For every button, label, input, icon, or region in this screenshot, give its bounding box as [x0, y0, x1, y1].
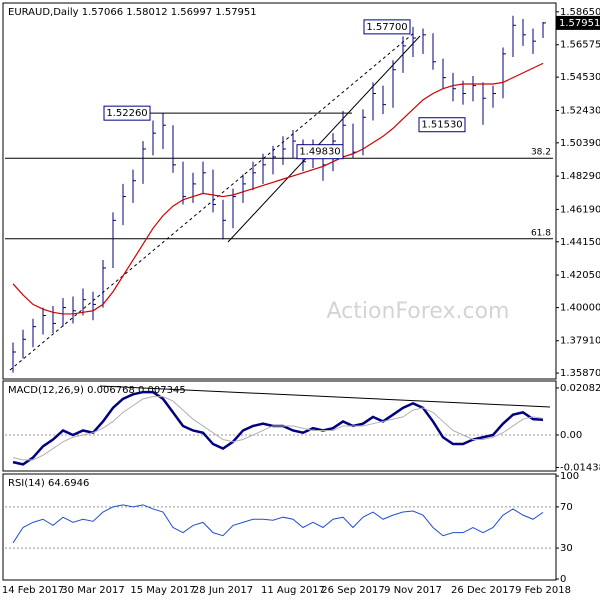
price-callout-label: 1.49830 [299, 147, 340, 158]
y-tick-label: 1.40000 [560, 303, 600, 314]
price-callout [418, 117, 466, 133]
y-tick-label: 100 [560, 471, 579, 482]
price-callout-label: 1.51530 [421, 120, 462, 131]
y-tick-label: 1.52430 [560, 105, 600, 116]
indicator-line [12, 396, 544, 461]
y-tick-label: 1.50390 [560, 138, 600, 149]
watermark: ActionForex.com [327, 299, 510, 324]
y-tick-label: 30 [560, 543, 573, 554]
y-tick-label: 0 [560, 574, 566, 585]
trend-line [9, 31, 416, 371]
y-tick-label: 1.42050 [560, 270, 600, 281]
price-callout-label: 1.57700 [366, 22, 407, 33]
rsi-frame [2, 473, 557, 581]
price-callout [296, 144, 344, 160]
y-tick-label: 1.48290 [560, 171, 600, 182]
x-tick-label: 15 May 2017 [130, 585, 195, 596]
chart-title: EURAUD,Daily 1.57066 1.58012 1.56997 1.5… [8, 7, 257, 18]
indicator-line [12, 504, 544, 544]
x-tick-label: 26 Dec 2017 [451, 585, 515, 596]
y-tick-label: 0.00 [560, 430, 582, 441]
y-tick-label: 1.35870 [560, 368, 600, 379]
y-tick-label: 1.44150 [560, 237, 600, 248]
price-frame [2, 2, 557, 380]
x-tick-label: 26 Sep 2017 [321, 585, 384, 596]
trend-line [227, 35, 421, 243]
y-tick-label: 70 [560, 502, 573, 513]
y-tick-label: 1.54530 [560, 72, 600, 83]
x-tick-label: 30 Mar 2017 [61, 585, 124, 596]
last-price-label: 1.57951 [559, 18, 600, 29]
x-tick-label: 28 Jun 2017 [193, 585, 253, 596]
fib-label: 61.8 [531, 228, 551, 238]
price-callout-label: 1.52260 [106, 108, 147, 119]
price-callout [103, 105, 151, 121]
y-tick-label: 0.020827 [560, 383, 600, 394]
macd-title: MACD(12,26,9) 0.006768 0.007345 [8, 385, 186, 396]
macd-frame [2, 380, 557, 472]
y-tick-label: 1.56575 [560, 40, 600, 51]
x-tick-label: 9 Feb 2018 [515, 585, 571, 596]
moving-average [12, 62, 544, 315]
last-price-box [556, 15, 600, 30]
fib-label: 38.2 [531, 148, 551, 158]
x-tick-label: 14 Feb 2017 [2, 585, 64, 596]
x-tick-label: 9 Nov 2017 [384, 585, 442, 596]
y-tick-label: 1.58650 [560, 7, 600, 18]
y-tick-label: 1.46190 [560, 204, 600, 215]
y-tick-label: -0.014386 [560, 462, 600, 473]
y-tick-label: 1.37910 [560, 336, 600, 347]
macd-trend-line [99, 385, 551, 408]
price-callout [363, 19, 411, 35]
x-tick-label: 11 Aug 2017 [261, 585, 325, 596]
rsi-title: RSI(14) 64.6946 [8, 478, 89, 489]
